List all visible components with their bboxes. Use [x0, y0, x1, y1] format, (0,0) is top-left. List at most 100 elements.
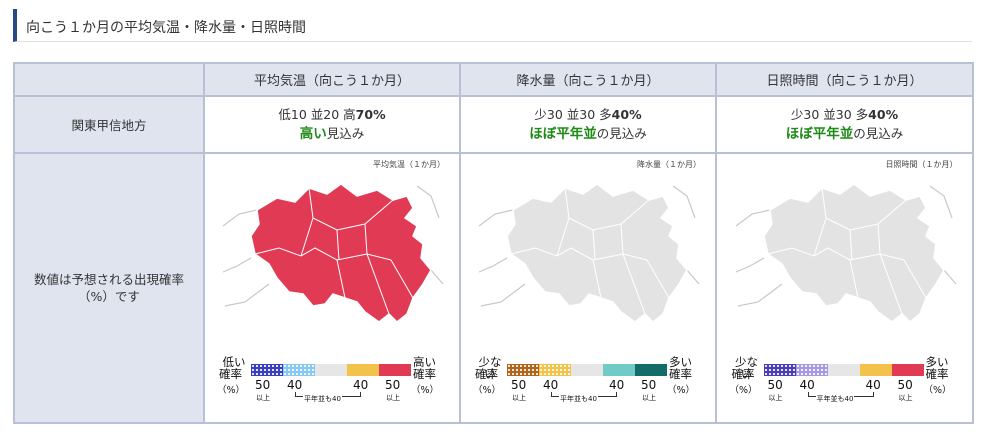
- sun-map-cell: 日照時間（１か月） 少ない 確率 （%） 多い 確率 （%） 50 以上 40 40 50 以上 平年並も…: [715, 152, 974, 424]
- legend-pct-left: （%）: [217, 385, 246, 396]
- legend-color-bar: [251, 364, 411, 376]
- prefecture-boundary: [622, 253, 646, 315]
- legend-rate-left: 確率: [731, 367, 755, 381]
- legend-40-high: 40: [609, 378, 625, 392]
- prefecture-boundary: [879, 253, 902, 315]
- sun-forecast: 少30 並30 多40% ほぼ平年並の見込み: [715, 95, 974, 154]
- legend-ijou-high: 以上: [898, 394, 913, 402]
- prefecture-boundary: [620, 223, 624, 255]
- legend-color-bar: [507, 364, 667, 376]
- column-header-sun: 日照時間（向こう１か月）: [715, 62, 974, 97]
- sun-map: 日照時間（１か月） 少ない 確率 （%） 多い 確率 （%） 50 以上 40 40 50 以上 平年並も…: [730, 156, 960, 414]
- precip-outlook-suffix: の見込み: [596, 126, 647, 141]
- legend-high-label: 多い: [925, 355, 949, 369]
- legend-rate-left: 確率: [219, 367, 242, 381]
- temp-map-tag: 平均気温（１か月）: [373, 160, 445, 169]
- prefecture-boundary: [336, 259, 346, 299]
- precip-legend: 少ない 確率 （%） 多い 確率 （%） 50 以上 40 40 50 以上 平年並も40: [473, 356, 703, 416]
- legend-low-label: 低い: [222, 355, 246, 369]
- temp-region-map: [222, 183, 444, 324]
- legend-40-high: 40: [865, 378, 881, 392]
- legend-color-bar: [763, 364, 924, 376]
- neighbor-boundary: [735, 185, 956, 307]
- temp-outlook-suffix: 見込み: [326, 126, 365, 141]
- temp-map-cell: 平均気温（１か月） 低い 確率 （%） 高い 確率 （%） 50 以上 40 40 50 以上 平年並も4…: [203, 152, 461, 424]
- temp-map: 平均気温（１か月） 低い 確率 （%） 高い 確率 （%） 50 以上 40 40 50 以上 平年並も4…: [217, 156, 447, 414]
- legend-50-low: 50: [767, 378, 783, 392]
- legend-rate-right: 確率: [413, 367, 436, 381]
- legend-pct-right: （%）: [667, 385, 696, 396]
- section-heading: 向こう１か月の平均気温・降水量・日照時間: [13, 9, 972, 42]
- map-row-label: 数値は予想される出現確率（%）です: [13, 152, 205, 424]
- legend-flat-note: 平年並も40: [559, 394, 598, 404]
- temp-top-probability: 70%: [355, 107, 386, 122]
- precip-map-cell: 降水量（１か月） 少ない 確率 （%） 多い 確率 （%） 50 以上 40 40 50 以上 平年並も4…: [459, 152, 717, 424]
- legend-50-high: 50: [897, 378, 913, 392]
- legend-swatch: [603, 364, 635, 376]
- legend-swatch: [859, 364, 892, 376]
- prefecture-boundary: [646, 259, 670, 299]
- legend-ijou-high: 以上: [642, 394, 656, 402]
- prefecture-boundary: [849, 229, 852, 261]
- legend-swatch: [347, 364, 379, 376]
- precip-probabilities: 少30 並30 多: [534, 107, 612, 122]
- legend-swatch: [315, 364, 347, 376]
- legend-swatch: [539, 364, 571, 376]
- legend-40-low: 40: [799, 378, 815, 392]
- prefecture-boundary: [390, 259, 414, 299]
- temp-legend: 低い 確率 （%） 高い 確率 （%） 50 以上 40 40 50 以上 平年並も40: [217, 356, 447, 416]
- prefecture-boundary: [877, 223, 880, 255]
- legend-flat-note: 平年並も40: [303, 394, 342, 404]
- legend-swatch: [635, 364, 667, 376]
- legend-swatch: [795, 364, 828, 376]
- precip-outlook: ほぼ平年並: [529, 126, 597, 142]
- legend-swatch: [507, 364, 539, 376]
- prefecture-boundary: [592, 259, 602, 299]
- forecast-table: 平均気温（向こう１か月） 降水量（向こう１か月） 日照時間（向こう１か月） 関東…: [13, 62, 974, 424]
- sun-top-probability: 40%: [868, 107, 899, 122]
- prefecture-boundary: [592, 229, 596, 261]
- sun-legend: 少ない 確率 （%） 多い 確率 （%） 50 以上 40 40 50 以上 平年並も40: [730, 356, 960, 416]
- legend-flat-note: 平年並も40: [815, 394, 855, 404]
- prefecture-boundary: [364, 223, 368, 255]
- page-title: 向こう１か月の平均気温・降水量・日照時間: [26, 20, 306, 36]
- region-label: 関東甲信地方: [13, 95, 205, 154]
- legend-50-low: 50: [255, 378, 271, 392]
- legend-pct-right: （%）: [923, 385, 952, 396]
- legend-swatch: [891, 364, 924, 376]
- prefecture-boundary: [903, 259, 926, 299]
- legend-pct-left: （%）: [473, 385, 502, 396]
- prefecture-boundary: [336, 229, 340, 261]
- kanto-koshin-region: [506, 183, 688, 324]
- legend-swatch: [763, 364, 796, 376]
- legend-pct-right: （%）: [411, 385, 440, 396]
- sun-region-map: [735, 183, 956, 324]
- legend-swatch: [571, 364, 603, 376]
- precip-map: 降水量（１か月） 少ない 確率 （%） 多い 確率 （%） 50 以上 40 40 50 以上 平年並も4…: [473, 156, 703, 414]
- sun-map-tag: 日照時間（１か月）: [885, 160, 958, 169]
- legend-40-low: 40: [287, 378, 303, 392]
- sun-outlook-suffix: の見込み: [853, 126, 904, 141]
- prefecture-boundary: [849, 259, 858, 299]
- precip-forecast: 少30 並30 多40% ほぼ平年並の見込み: [459, 95, 717, 154]
- legend-high-label: 高い: [413, 355, 436, 369]
- prefecture-boundary: [556, 217, 570, 257]
- sun-probabilities: 少30 並30 多: [790, 107, 869, 122]
- prefecture-boundary: [813, 217, 826, 257]
- legend-swatch: [379, 364, 411, 376]
- sun-outlook: ほぼ平年並: [785, 126, 854, 142]
- legend-swatch: [827, 364, 860, 376]
- prefecture-boundary: [300, 217, 314, 257]
- precip-top-probability: 40%: [611, 107, 642, 122]
- legend-ijou-low: 以上: [256, 394, 270, 402]
- corner-cell: [13, 62, 205, 97]
- legend-rate-right: 確率: [925, 367, 949, 381]
- temp-outlook: 高い: [299, 126, 327, 142]
- kanto-koshin-region: [762, 183, 945, 324]
- legend-high-label: 多い: [669, 355, 692, 369]
- legend-swatch: [283, 364, 315, 376]
- legend-rate-left: 確率: [475, 367, 498, 381]
- legend-ijou-high: 以上: [386, 394, 400, 402]
- legend-low-label: 少ない: [478, 355, 502, 381]
- legend-rate-right: 確率: [669, 367, 692, 381]
